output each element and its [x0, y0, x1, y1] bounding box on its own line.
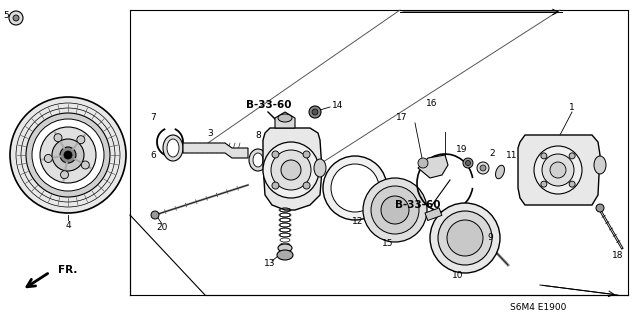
Text: S6M4 E1900: S6M4 E1900 — [510, 303, 566, 313]
Text: 13: 13 — [264, 258, 276, 268]
Text: 10: 10 — [452, 271, 464, 279]
Bar — [425, 208, 442, 220]
Circle shape — [151, 211, 159, 219]
Ellipse shape — [253, 153, 263, 167]
Circle shape — [381, 196, 409, 224]
Ellipse shape — [277, 250, 293, 260]
Text: 6: 6 — [150, 151, 156, 160]
Ellipse shape — [314, 159, 326, 177]
Circle shape — [569, 181, 575, 187]
Circle shape — [430, 203, 500, 273]
Circle shape — [303, 182, 310, 189]
Circle shape — [371, 186, 419, 234]
Text: 20: 20 — [156, 222, 168, 232]
Circle shape — [32, 119, 104, 191]
Circle shape — [480, 165, 486, 171]
Circle shape — [26, 113, 110, 197]
Circle shape — [309, 106, 321, 118]
Circle shape — [363, 178, 427, 242]
Ellipse shape — [495, 165, 504, 179]
Circle shape — [281, 160, 301, 180]
Text: 9: 9 — [487, 234, 493, 242]
Circle shape — [271, 150, 311, 190]
Circle shape — [52, 139, 84, 171]
Circle shape — [272, 151, 279, 158]
Ellipse shape — [278, 114, 292, 122]
Text: 17: 17 — [396, 114, 408, 122]
Text: 16: 16 — [426, 99, 438, 108]
Circle shape — [596, 204, 604, 212]
Circle shape — [418, 158, 428, 168]
Text: 15: 15 — [382, 240, 394, 249]
Circle shape — [40, 127, 96, 183]
Circle shape — [77, 136, 85, 144]
Text: 5: 5 — [3, 11, 9, 20]
Circle shape — [44, 154, 52, 162]
Circle shape — [13, 15, 19, 21]
Circle shape — [60, 147, 76, 163]
Text: 8: 8 — [255, 131, 261, 140]
Polygon shape — [183, 143, 248, 158]
Text: FR.: FR. — [58, 265, 77, 275]
Circle shape — [534, 146, 582, 194]
Text: 11: 11 — [506, 151, 518, 160]
Text: 2: 2 — [489, 150, 495, 159]
Text: B-33-60: B-33-60 — [395, 200, 440, 210]
Circle shape — [54, 134, 62, 142]
Circle shape — [447, 220, 483, 256]
Polygon shape — [275, 112, 295, 128]
Circle shape — [61, 171, 68, 179]
Circle shape — [263, 142, 319, 198]
Text: 12: 12 — [352, 218, 364, 226]
Text: 14: 14 — [332, 100, 344, 109]
Circle shape — [10, 97, 126, 213]
Polygon shape — [263, 128, 322, 210]
Circle shape — [465, 160, 470, 166]
Ellipse shape — [594, 156, 606, 174]
Circle shape — [463, 158, 473, 168]
Text: 18: 18 — [612, 250, 624, 259]
Circle shape — [541, 153, 547, 159]
Text: 4: 4 — [65, 220, 71, 229]
Ellipse shape — [278, 244, 292, 252]
Polygon shape — [518, 135, 600, 205]
Circle shape — [542, 154, 574, 186]
Ellipse shape — [167, 139, 179, 157]
Circle shape — [541, 181, 547, 187]
Circle shape — [64, 151, 72, 159]
Circle shape — [550, 162, 566, 178]
Text: 7: 7 — [150, 114, 156, 122]
Text: 3: 3 — [207, 129, 213, 137]
Circle shape — [312, 109, 318, 115]
Text: 1: 1 — [569, 103, 575, 113]
Circle shape — [272, 182, 279, 189]
Circle shape — [303, 151, 310, 158]
Circle shape — [569, 153, 575, 159]
Ellipse shape — [163, 135, 183, 161]
Circle shape — [477, 162, 489, 174]
Circle shape — [331, 164, 379, 212]
Ellipse shape — [249, 149, 267, 171]
Circle shape — [81, 161, 90, 169]
Text: 19: 19 — [456, 145, 468, 154]
Circle shape — [9, 11, 23, 25]
Text: B-33-60: B-33-60 — [246, 100, 291, 110]
Circle shape — [323, 156, 387, 220]
Polygon shape — [418, 155, 448, 178]
Circle shape — [438, 211, 492, 265]
